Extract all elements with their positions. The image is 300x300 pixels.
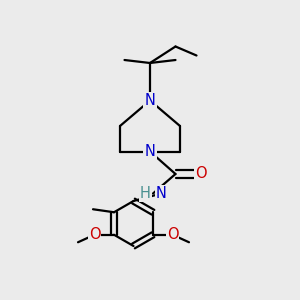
- Text: O: O: [89, 227, 100, 242]
- Text: H: H: [140, 186, 151, 201]
- Text: N: N: [145, 144, 155, 159]
- Text: N: N: [145, 93, 155, 108]
- Text: N: N: [156, 186, 167, 201]
- Text: O: O: [167, 227, 178, 242]
- Text: O: O: [195, 167, 207, 182]
